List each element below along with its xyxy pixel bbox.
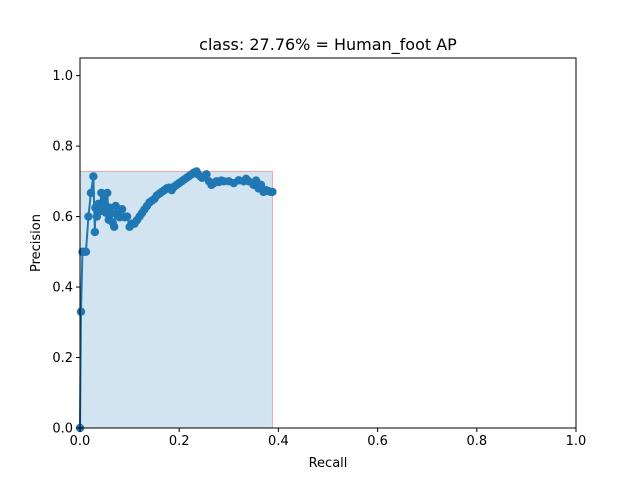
data-point <box>202 170 211 179</box>
x-tick-label: 1.0 <box>566 434 587 449</box>
data-point <box>268 187 277 197</box>
data-point <box>76 307 86 316</box>
x-axis-label: Recall <box>309 456 348 471</box>
data-point <box>111 201 120 211</box>
y-axis-ticks: 0.0 0.2 0.4 0.6 0.8 1.0 <box>52 69 80 437</box>
y-axis-label: Precision <box>29 214 44 272</box>
x-tick-label: 0.8 <box>466 434 487 449</box>
x-axis-ticks: 0.0 0.2 0.4 0.6 0.8 1.0 <box>70 428 587 449</box>
y-tick-label: 0.2 <box>52 351 73 366</box>
data-point <box>84 212 93 221</box>
data-point <box>81 247 91 257</box>
data-point <box>90 227 100 237</box>
y-tick-label: 1.0 <box>52 69 73 84</box>
y-tick-label: 0.6 <box>52 210 73 225</box>
data-point <box>256 180 266 190</box>
axes-frame <box>79 57 577 429</box>
data-point <box>117 204 127 214</box>
data-point <box>97 188 106 198</box>
data-point <box>110 222 119 231</box>
data-point <box>89 172 98 181</box>
series-layer <box>75 167 277 433</box>
x-tick-label: 0.0 <box>70 434 91 449</box>
x-tick-label: 0.4 <box>268 434 289 449</box>
data-point <box>103 188 112 198</box>
x-tick-label: 0.2 <box>169 434 190 449</box>
y-tick-label: 0.4 <box>52 281 73 296</box>
chart-title: class: 27.76% = Human_foot AP <box>199 35 457 55</box>
y-tick-label: 0.0 <box>52 422 73 437</box>
data-point <box>122 212 132 221</box>
y-tick-label: 0.8 <box>52 140 73 155</box>
x-tick-label: 0.6 <box>367 434 388 449</box>
data-point <box>86 188 96 198</box>
data-point <box>100 195 109 205</box>
